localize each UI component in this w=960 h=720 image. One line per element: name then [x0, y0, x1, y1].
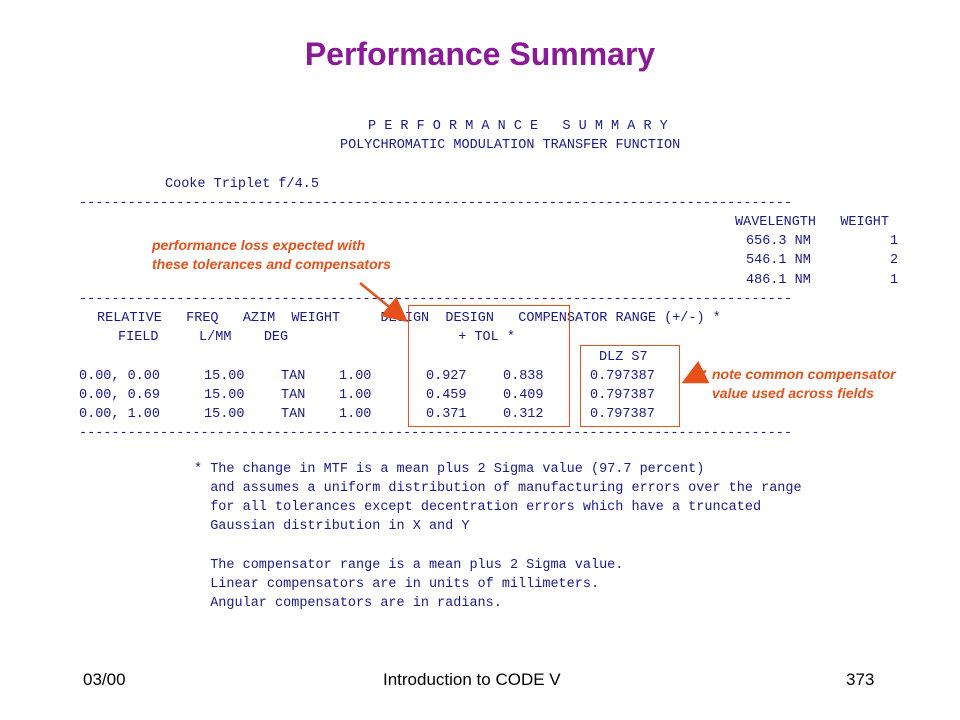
report-subheading: POLYCHROMATIC MODULATION TRANSFER FUNCTI…	[340, 138, 681, 153]
footer-course-title: Introduction to CODE V	[383, 670, 561, 689]
field-cell: 0.00, 0.00	[79, 369, 161, 384]
footnote-line: The compensator range is a mean plus 2 S…	[194, 558, 624, 573]
freq-cell: 15.00	[204, 407, 245, 422]
design-cell: 0.927	[426, 369, 467, 384]
column-header-row2: FIELD L/MM DEG + TOL *	[118, 330, 515, 345]
design-tol-cell: 0.409	[503, 388, 544, 403]
arrow-to-design-box	[359, 282, 408, 323]
design-tol-cell: 0.838	[503, 369, 544, 384]
design-cell: 0.459	[426, 388, 467, 403]
divider-bottom: ----------------------------------------…	[79, 426, 792, 441]
wavelength-weight: 2	[890, 253, 899, 268]
annotation-line: performance loss expected with	[152, 237, 366, 253]
annotation-line: these tolerances and compensators	[152, 256, 391, 272]
wavelength-value: 546.1 NM	[746, 253, 811, 268]
field-cell: 0.00, 1.00	[79, 407, 161, 422]
freq-cell: 15.00	[204, 369, 245, 384]
report-heading: P E R F O R M A N C E S U M M A R Y	[368, 119, 668, 134]
azim-cell: TAN	[281, 369, 306, 384]
footnote-line: Angular compensators are in radians.	[194, 596, 502, 611]
design-columns-highlight-box	[408, 305, 570, 427]
footer-page-number: 373	[846, 670, 875, 689]
azim-cell: TAN	[281, 407, 306, 422]
freq-cell: 15.00	[204, 388, 245, 403]
compensator-highlight-box	[580, 345, 680, 427]
wavelength-value: 486.1 NM	[746, 273, 811, 288]
design-tol-cell: 0.312	[503, 407, 544, 422]
footnote-line: for all tolerances except decentration e…	[194, 500, 762, 515]
wavelength-value: 656.3 NM	[746, 234, 811, 249]
column-header-row1: RELATIVE FREQ AZIM WEIGHT DESIGN DESIGN …	[97, 311, 721, 326]
footnote-line: * The change in MTF is a mean plus 2 Sig…	[194, 462, 705, 477]
performance-loss-annotation: performance loss expected with these tol…	[152, 236, 391, 274]
wavelength-weight: 1	[890, 273, 899, 288]
divider-middle: ----------------------------------------…	[79, 292, 792, 307]
slide-title: Performance Summary	[304, 36, 656, 72]
weight-cell: 1.00	[339, 407, 372, 422]
weight-cell: 1.00	[339, 388, 372, 403]
wavelength-weight: 1	[890, 234, 899, 249]
azim-cell: TAN	[281, 388, 306, 403]
weight-cell: 1.00	[339, 369, 372, 384]
field-cell: 0.00, 0.69	[79, 388, 161, 403]
lens-name: Cooke Triplet f/4.5	[165, 177, 319, 192]
footnote-line: Gaussian distribution in X and Y	[194, 519, 470, 534]
annotation-line: note common compensator	[712, 366, 896, 382]
compensator-cell: 0.797387	[590, 407, 655, 422]
wavelength-header: WAVELENGTH WEIGHT	[735, 215, 889, 230]
footnote-line: and assumes a uniform distribution of ma…	[194, 481, 802, 496]
divider-top: ----------------------------------------…	[79, 196, 792, 211]
common-compensator-annotation: note common compensator value used acros…	[712, 365, 896, 403]
arrow-to-compensator-box	[681, 360, 710, 384]
compensator-cell: 0.797387	[590, 388, 655, 403]
annotation-line: value used across fields	[712, 385, 874, 401]
design-cell: 0.371	[426, 407, 467, 422]
footer-date: 03/00	[83, 670, 126, 689]
compensator-cell: 0.797387	[590, 369, 655, 384]
footnote-line: Linear compensators are in units of mill…	[194, 577, 600, 592]
compensator-label: DLZ S7	[599, 350, 648, 365]
